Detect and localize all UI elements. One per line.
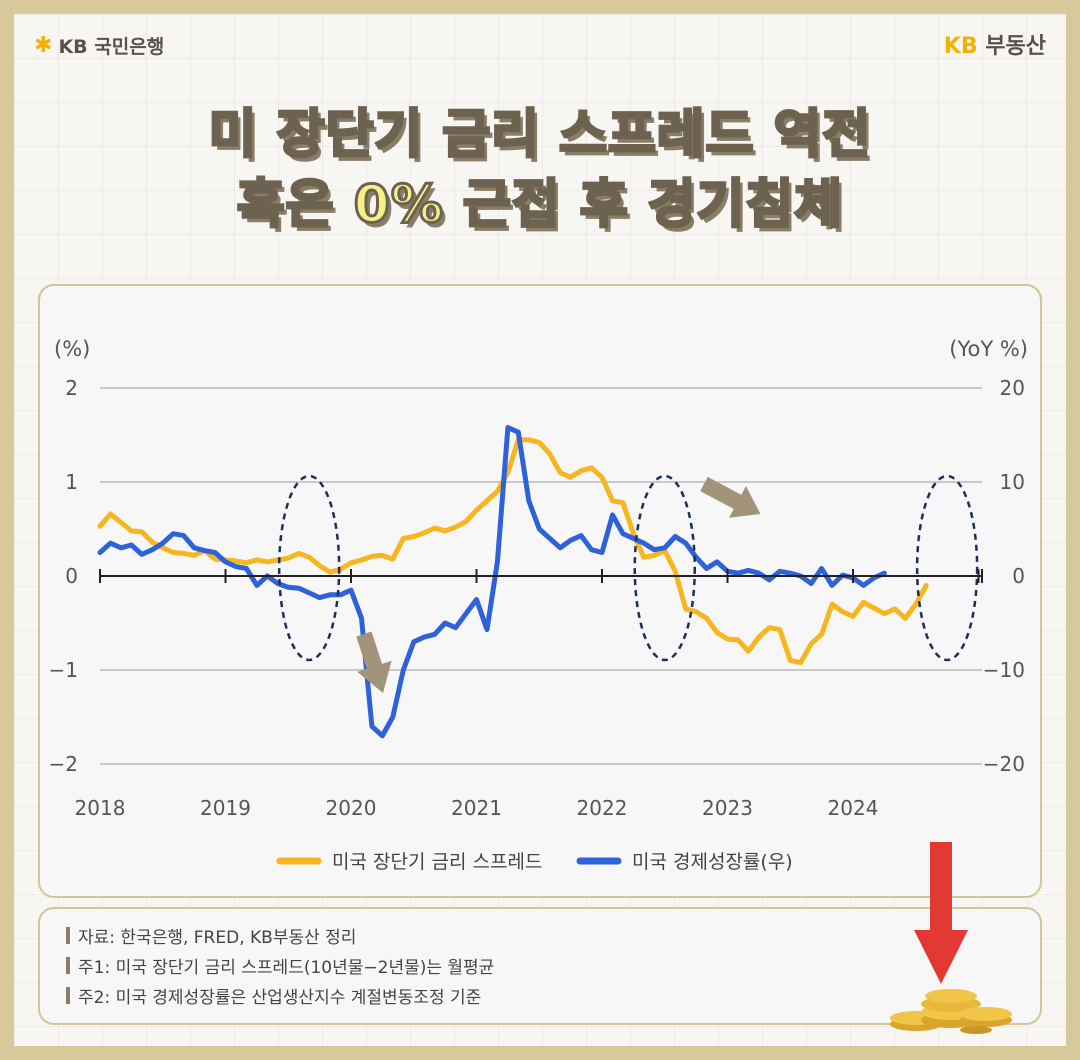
growth-series-line	[97, 425, 887, 739]
legend-label: 미국 장단기 금리 스프레드	[332, 851, 542, 873]
kb-realty-logo-text: 부동산	[985, 34, 1046, 59]
spread-series-line	[97, 437, 929, 665]
red-down-arrow-shaft	[930, 842, 952, 934]
note-2: 주2: 미국 경제성장률은 산업생산지수 계절변동조정 기준	[66, 983, 481, 1008]
legend-label: 미국 경제성장률(우)	[632, 851, 793, 873]
left-tick-label: 1	[65, 470, 78, 494]
coin-icon	[960, 1007, 1012, 1021]
note-1: 주1: 미국 장단기 금리 스프레드(10년물−2년물)는 월평균	[66, 953, 494, 978]
left-axis-unit: (%)	[54, 337, 90, 361]
note-source-text: 자료: 한국은행, FRED, KB부동산 정리	[78, 928, 357, 948]
arrow-head	[729, 485, 761, 518]
page-title: 미 장단기 금리 스프레드 역전 혹은 0% 근접 후 경기침체	[14, 100, 1066, 240]
title-line-2-post: 근접 후 경기침체	[443, 174, 844, 237]
right-tick-label: 0	[1012, 564, 1025, 588]
kb-bank-logo-text: KB 국민은행	[58, 36, 165, 58]
chart-annotations	[277, 474, 979, 693]
left-tick-label: −2	[49, 752, 78, 776]
title-line-2: 혹은 0% 근접 후 경기침체	[14, 170, 1066, 240]
x-tick-label: 2020	[326, 796, 377, 820]
x-tick-label: 2022	[577, 796, 628, 820]
falling-coins-illustration	[890, 842, 1012, 1034]
right-tick-label: −20	[983, 752, 1025, 776]
x-tick-label: 2024	[828, 796, 879, 820]
coin-icon	[960, 1026, 992, 1034]
dashed-ellipse-marker	[277, 474, 341, 662]
x-tick-label: 2023	[702, 796, 753, 820]
left-tick-label: −1	[49, 658, 78, 682]
chart-legend: 미국 장단기 금리 스프레드 미국 경제성장률(우)	[276, 851, 793, 873]
down-arrow-icon	[356, 631, 392, 693]
title-line-2-pre: 혹은	[235, 174, 354, 237]
kb-realty-logo: KB 부동산	[944, 28, 1046, 60]
source-notes: 자료: 한국은행, FRED, KB부동산 정리 주1: 미국 장단기 금리 스…	[38, 907, 1042, 1025]
title-line-2-highlight: 0%	[352, 174, 444, 237]
red-down-arrow-head	[914, 930, 968, 984]
chart-series	[97, 425, 929, 739]
down-right-arrow-icon	[700, 476, 761, 518]
left-tick-label: 2	[65, 376, 78, 400]
note-1-text: 주1: 미국 장단기 금리 스프레드(10년물−2년물)는 월평균	[78, 958, 495, 978]
kb-star-icon: ✱	[34, 32, 53, 58]
dashed-ellipse-marker	[633, 474, 696, 662]
left-tick-label: 0	[65, 564, 78, 588]
dashed-ellipse-marker	[915, 474, 979, 662]
right-tick-label: −10	[983, 658, 1025, 682]
chart-card: 2 1 0 −1 −2 20 10 0 −10 −20 (%) (YoY %) 2018 2019 2020…	[38, 284, 1042, 898]
title-line-1: 미 장단기 금리 스프레드 역전	[207, 104, 872, 167]
arrow-head	[357, 660, 392, 693]
note-source: 자료: 한국은행, FRED, KB부동산 정리	[66, 923, 356, 948]
right-tick-label: 10	[1000, 470, 1025, 494]
x-tick-label: 2021	[451, 796, 502, 820]
infographic-frame: ✱ KB 국민은행 KB 부동산 미 장단기 금리 스프레드 역전 혹은 0% …	[14, 14, 1066, 1046]
arrow-shaft	[700, 476, 744, 510]
x-tick-label: 2019	[200, 796, 251, 820]
chart-gridlines	[100, 387, 982, 765]
kb-realty-logo-kb: KB	[943, 34, 978, 59]
note-2-text: 주2: 미국 경제성장률은 산업생산지수 계절변동조정 기준	[78, 988, 482, 1008]
right-tick-label: 20	[1000, 376, 1025, 400]
coin-icon	[925, 989, 977, 1003]
arrow-shaft	[356, 631, 383, 671]
right-axis-unit: (YoY %)	[949, 337, 1028, 361]
kb-bank-logo: ✱ KB 국민은행	[34, 32, 164, 59]
x-tick-label: 2018	[75, 796, 126, 820]
